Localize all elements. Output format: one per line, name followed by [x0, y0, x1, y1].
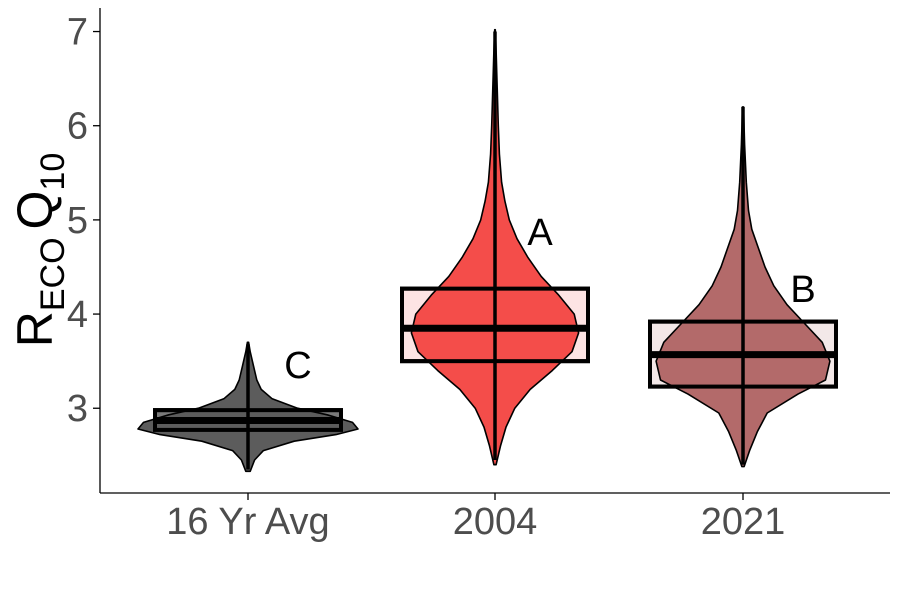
group-1: C	[137, 341, 359, 473]
x-tick-label: 2021	[701, 501, 786, 543]
group-letter: C	[284, 345, 311, 387]
x-axis-ticks: 16 Yr Avg 2004 2021	[166, 493, 785, 543]
y-label-r: R	[7, 311, 63, 347]
y-label-q: Q	[7, 191, 63, 230]
x-tick-label: 2004	[453, 501, 538, 543]
y-tick-label: 4	[67, 294, 88, 336]
group-letter: B	[790, 269, 815, 311]
plot-area: C A B	[137, 28, 838, 473]
y-tick-label: 5	[67, 200, 88, 242]
group-3: B	[648, 106, 838, 468]
y-label-sub-eco: ECO	[34, 237, 72, 311]
y-tick-label: 7	[67, 12, 88, 54]
y-tick-label: 6	[67, 106, 88, 148]
y-tick-label: 3	[67, 388, 88, 430]
y-axis-ticks: 3 4 5 6 7	[67, 12, 100, 430]
group-2: A	[400, 28, 590, 466]
group-letter: A	[527, 212, 553, 254]
y-axis-label: RECO Q10	[7, 153, 72, 348]
x-tick-label: 16 Yr Avg	[166, 501, 329, 543]
y-label-sub-10: 10	[34, 153, 72, 191]
